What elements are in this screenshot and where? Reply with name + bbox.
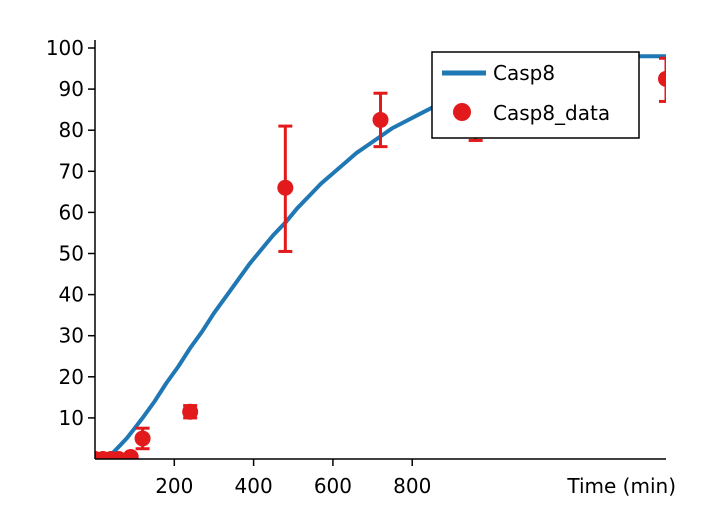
- data-point: [122, 448, 139, 459]
- data-marker: [658, 70, 666, 87]
- data-marker: [372, 111, 389, 128]
- x-tick-label: 200: [155, 474, 193, 498]
- y-tick-label: 40: [59, 283, 84, 307]
- data-marker: [134, 430, 151, 447]
- data-marker: [122, 448, 139, 459]
- y-tick-label: 80: [59, 118, 84, 142]
- legend-swatch-marker: [453, 103, 471, 121]
- x-tick-label: 600: [314, 474, 352, 498]
- y-tick-label: 70: [59, 159, 84, 183]
- legend: Casp8 Casp8_data: [431, 51, 640, 139]
- data-point: [372, 91, 389, 149]
- y-tick-label: 10: [59, 406, 84, 430]
- legend-box: [431, 51, 640, 139]
- data-point: [277, 124, 294, 253]
- y-ticks: 10 20 30 40 50 60 70 80 90 100: [46, 36, 95, 430]
- x-ticks: 200 400 600 800: [155, 459, 431, 498]
- y-tick-label: 20: [59, 365, 84, 389]
- y-tick-label: 90: [59, 77, 84, 101]
- data-point: [134, 426, 151, 451]
- x-axis-label: Time (min): [566, 474, 676, 498]
- x-tick-label: 800: [393, 474, 431, 498]
- data-marker: [182, 403, 199, 420]
- data-marker: [277, 179, 294, 196]
- data-point: [182, 403, 199, 420]
- y-tick-label: 100: [46, 36, 84, 60]
- y-tick-label: 60: [59, 200, 84, 224]
- x-tick-label: 400: [235, 474, 273, 498]
- y-tick-label: 50: [59, 242, 84, 266]
- y-tick-label: 30: [59, 324, 84, 348]
- data-point: [658, 56, 666, 103]
- legend-label-marker: Casp8_data: [493, 101, 610, 125]
- legend-label-line: Casp8: [493, 61, 555, 85]
